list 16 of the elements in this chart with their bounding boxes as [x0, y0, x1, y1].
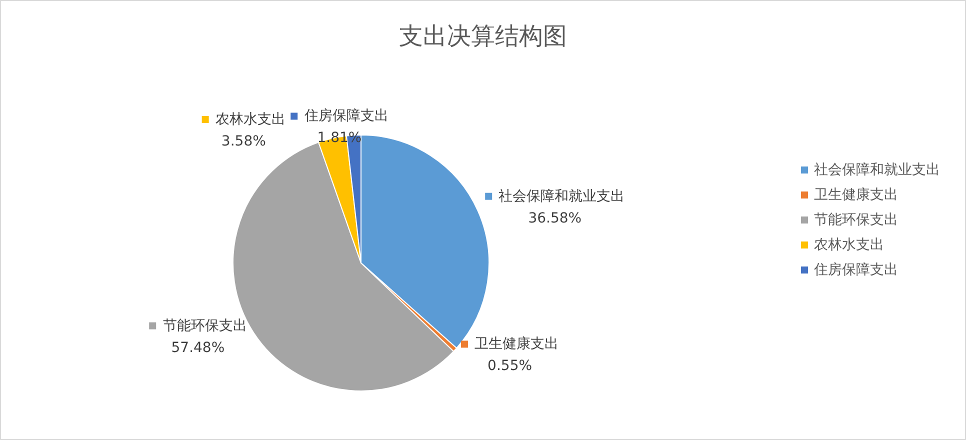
- legend-label: 农林水支出: [216, 111, 286, 128]
- category-label: 农林水支出: [814, 237, 884, 253]
- category-label: 节能环保支出: [814, 212, 898, 228]
- chart-title: 支出决算结构图: [399, 22, 567, 50]
- legend-label: 住房保障支出: [303, 108, 388, 124]
- category-label: 住房保障支出: [814, 262, 898, 278]
- data-label: 1.81%: [317, 130, 362, 146]
- legend-label: 社会保障和就业支出: [498, 188, 625, 204]
- legend-label: 卫生健康支出: [474, 336, 559, 352]
- data-label: 3.58%: [221, 133, 266, 150]
- data-label: 0.55%: [488, 358, 532, 374]
- data-label: 36.58%: [528, 210, 582, 226]
- legend-label: 节能环保支出: [162, 318, 247, 334]
- category-label: 社会保障和就业支出: [814, 162, 940, 178]
- data-label: 57.48%: [171, 340, 225, 356]
- category-label: 卫生健康支出: [814, 187, 898, 203]
